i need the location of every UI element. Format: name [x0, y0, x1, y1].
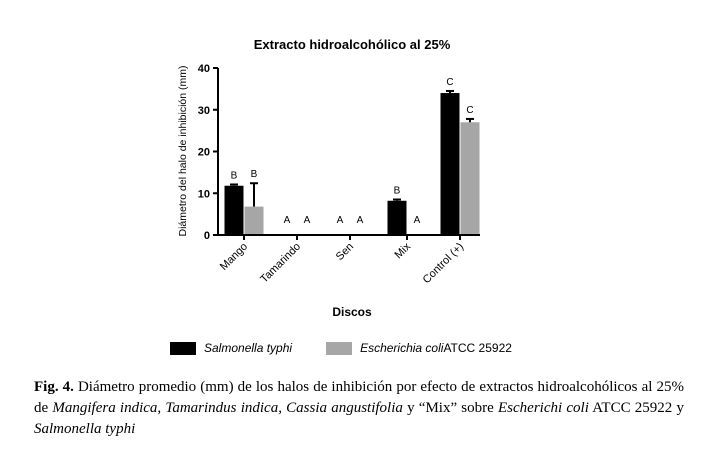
y-tick-label: 10 — [198, 188, 210, 200]
significance-letter: A — [414, 215, 421, 226]
caption-label: Fig. 4. — [34, 379, 74, 395]
x-tick-label: Sen — [334, 241, 356, 263]
significance-letter: B — [394, 186, 401, 197]
bar — [387, 200, 407, 235]
legend-item-salmonella: Salmonella typhi — [170, 341, 292, 355]
legend-label-ecoli: Escherichia coliATCC 25922 — [360, 341, 512, 355]
caption-species-2: Escherichi coli — [498, 400, 589, 416]
legend-swatch-ecoli — [326, 341, 353, 355]
bars: B B A A A A B A C C — [224, 77, 480, 235]
x-tick-label: Control (+) — [421, 241, 466, 286]
bar — [224, 185, 244, 235]
y-tick-label: 20 — [198, 147, 210, 159]
y-tick-label: 40 — [198, 63, 210, 75]
bar-chart: Extracto hidroalcohólico al 25% 0 10 20 30 4… — [177, 37, 480, 319]
significance-letter: C — [466, 105, 473, 116]
bar — [244, 206, 264, 235]
legend-label-ecoli-species: Escherichia coli — [360, 341, 444, 355]
significance-letter: A — [357, 215, 364, 226]
y-tick-label: 30 — [198, 105, 210, 117]
legend-swatch-salmonella — [170, 341, 196, 355]
significance-letter: A — [304, 215, 311, 226]
legend: Salmonella typhi Escherichia coliATCC 25… — [170, 341, 512, 355]
figure-caption: Fig. 4. Diámetro promedio (mm) de los ha… — [34, 377, 684, 440]
y-axis: 0 10 20 30 40 — [198, 63, 219, 242]
bar — [440, 93, 460, 235]
significance-letter: A — [337, 215, 344, 226]
x-tick-label: Mango — [218, 241, 250, 273]
bar — [460, 122, 480, 235]
caption-species-1: Mangifera indica, Tamarindus indica, Cas… — [52, 400, 403, 416]
significance-letter: A — [284, 215, 291, 226]
legend-item-ecoli: Escherichia coliATCC 25922 — [326, 341, 512, 355]
caption-text-3: ATCC 25922 y — [588, 400, 684, 416]
x-axis: Mango Tamarindo Sen Mix Control (+) — [218, 234, 480, 286]
chart-title: Extracto hidroalcohólico al 25% — [254, 37, 451, 52]
caption-text-1: Diámetro promedio (mm) de los halos de i… — [34, 379, 684, 416]
x-axis-label: Discos — [332, 305, 372, 319]
y-axis-label: Diámetro del halo de inhibición (mm) — [177, 66, 189, 237]
legend-label-salmonella: Salmonella typhi — [204, 341, 293, 355]
legend-label-ecoli-strain: ATCC 25922 — [443, 341, 512, 355]
y-tick-label: 0 — [204, 230, 210, 242]
x-tick-label: Mix — [393, 240, 414, 261]
significance-letter: B — [231, 170, 238, 181]
x-tick-label: Tamarindo — [258, 241, 303, 286]
caption-text-2: y “Mix” sobre — [402, 400, 499, 416]
significance-letter: C — [446, 77, 453, 88]
significance-letter: B — [251, 169, 258, 180]
caption-species-3: Salmonella typhi — [34, 421, 136, 437]
